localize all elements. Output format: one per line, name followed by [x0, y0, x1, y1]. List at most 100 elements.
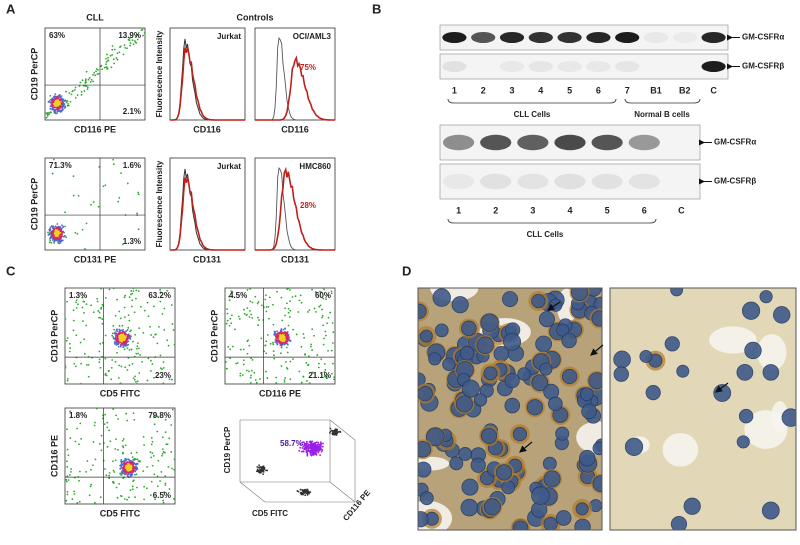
- flow-event: [308, 309, 311, 312]
- flow-event: [265, 370, 267, 373]
- flow-event: [127, 496, 130, 499]
- flow-event: [282, 328, 285, 331]
- flow-event: [125, 458, 128, 461]
- flow-event: [130, 470, 133, 473]
- flow-event: [280, 296, 283, 299]
- flow-event: [116, 52, 119, 55]
- flow-event: [118, 332, 121, 335]
- cell-nucleus: [670, 288, 684, 297]
- flow-event: [305, 491, 308, 494]
- flow-event: [76, 501, 79, 504]
- flow-event: [66, 379, 69, 382]
- flow-event: [254, 379, 257, 381]
- flow-event: [151, 440, 154, 443]
- flow-event: [242, 363, 245, 366]
- flow-event: [146, 465, 149, 468]
- lane-label: 2: [481, 85, 486, 95]
- flow-event: [274, 338, 277, 341]
- flow-event: [61, 102, 63, 104]
- flow-event: [116, 496, 119, 499]
- flow-event: [320, 358, 323, 361]
- flow-event: [226, 312, 229, 315]
- cell-nucleus: [624, 437, 644, 456]
- flow-event: [159, 300, 162, 303]
- flow-event: [81, 306, 84, 309]
- flow-event: [167, 344, 170, 347]
- flow-event: [280, 332, 283, 335]
- flow-event: [45, 116, 48, 119]
- flow-event: [66, 104, 69, 107]
- flow-event: [315, 311, 317, 313]
- flow-event: [310, 343, 313, 346]
- blot-strip: [439, 53, 729, 80]
- flow-event: [138, 327, 141, 330]
- cell-nucleus: [504, 373, 520, 389]
- flow-event: [104, 334, 107, 337]
- flow-event: [245, 369, 248, 372]
- flow-event: [97, 310, 100, 312]
- blot-band: [591, 173, 623, 190]
- flow-event: [48, 228, 51, 231]
- flow-event: [71, 90, 74, 92]
- flow-event: [105, 474, 108, 477]
- flow-event: [85, 324, 87, 327]
- flow-event: [60, 109, 62, 112]
- flow-event: [104, 374, 107, 376]
- flow-event: [101, 68, 104, 71]
- band-label: GM-CSFRβ: [714, 177, 756, 186]
- flow-event: [168, 378, 171, 381]
- flow-event: [332, 331, 335, 334]
- flow-event: [230, 314, 233, 317]
- blot-band: [586, 32, 611, 43]
- flow-event: [238, 318, 241, 320]
- flow-event: [74, 440, 77, 443]
- flow-event: [315, 452, 318, 455]
- flow-event: [284, 334, 287, 337]
- flow-event: [57, 107, 60, 109]
- panel-label: C: [6, 263, 16, 278]
- flow-event: [242, 348, 245, 351]
- flow-event: [131, 456, 134, 459]
- cell-nucleus: [555, 426, 570, 441]
- flow-event: [142, 435, 145, 438]
- flow-event: [108, 477, 111, 480]
- flow-event: [135, 297, 137, 300]
- flow-event: [264, 344, 267, 347]
- flow-event: [259, 470, 262, 473]
- flow-event: [324, 374, 327, 377]
- flow-event: [66, 337, 69, 340]
- y-axis-label: CD116 PE: [341, 488, 372, 523]
- blot-band: [442, 134, 475, 151]
- dot-cloud: [45, 28, 146, 119]
- flow-event: [51, 99, 54, 102]
- flow-event: [135, 451, 138, 454]
- flow-event: [249, 310, 251, 312]
- flow-event: [83, 338, 86, 341]
- flow-event: [264, 294, 267, 297]
- flow-event: [121, 340, 123, 342]
- flow-event: [123, 296, 126, 299]
- flow-event: [304, 448, 307, 451]
- blot-band: [442, 32, 467, 43]
- cell-nucleus: [418, 461, 432, 478]
- flow-event: [116, 58, 119, 61]
- flow-event: [53, 110, 56, 113]
- flow-event: [137, 191, 140, 194]
- histogram-title: Jurkat: [217, 162, 241, 171]
- flow-event: [311, 444, 314, 447]
- cell-nucleus: [531, 293, 546, 309]
- flow-event: [310, 454, 313, 457]
- flow-event: [314, 291, 317, 293]
- flow-event: [162, 501, 165, 504]
- pointer-arrow: [547, 301, 561, 311]
- flow-event: [128, 364, 131, 367]
- flow-event: [124, 366, 127, 369]
- flow-event: [54, 93, 57, 95]
- blot-band: [528, 61, 553, 72]
- quadrant-percent: 79.8%: [148, 411, 171, 420]
- flow-event: [311, 349, 313, 351]
- x-axis-label: CD116: [281, 124, 309, 134]
- flow-event: [271, 341, 274, 344]
- y-axis-label: CD116 PE: [49, 435, 59, 477]
- flow-event: [112, 482, 115, 484]
